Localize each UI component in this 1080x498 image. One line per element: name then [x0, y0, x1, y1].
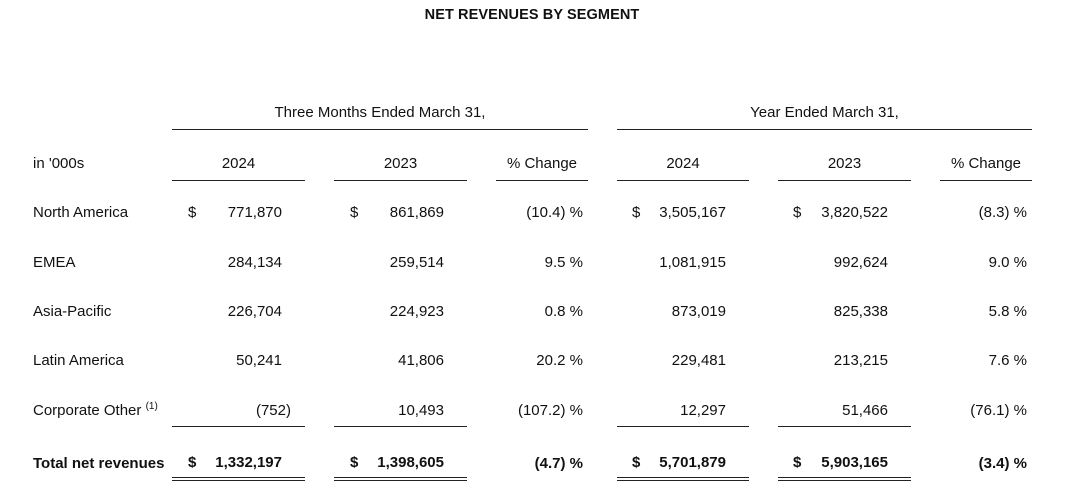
cell-total-3m-change: (4.7) % — [534, 455, 583, 472]
row-label-north-america: North America — [33, 204, 129, 221]
col-header-3m-2023: 2023 — [383, 155, 418, 172]
cell-na-3m-change: (10.4) % — [526, 204, 583, 221]
cell-emea-yr-2023: 992,624 — [833, 254, 888, 271]
cell-na-3m-2023: 861,869 — [389, 204, 444, 221]
currency-symbol: $ — [188, 204, 197, 221]
total-double-rule — [778, 477, 911, 481]
col-header-yr-2023: 2023 — [827, 155, 862, 172]
cell-latam-3m-change: 20.2 % — [536, 352, 583, 369]
group-rule-year — [617, 129, 1032, 130]
cell-corp-yr-2023: 51,466 — [842, 402, 888, 419]
col-rule — [496, 180, 588, 181]
currency-symbol: $ — [632, 204, 641, 221]
cell-emea-3m-2023: 259,514 — [389, 254, 444, 271]
cell-na-yr-change: (8.3) % — [978, 204, 1027, 221]
currency-symbol: $ — [632, 454, 641, 471]
total-double-rule — [172, 477, 305, 481]
col-rule — [617, 180, 749, 181]
row-label-asia-pacific: Asia-Pacific — [33, 303, 112, 320]
col-rule — [778, 180, 911, 181]
cell-na-yr-2024: 3,505,167 — [659, 204, 726, 221]
cell-emea-3m-2024: 284,134 — [227, 254, 282, 271]
row-label-text: Corporate Other — [33, 402, 142, 419]
col-rule — [334, 180, 467, 181]
cell-corp-yr-2024: 12,297 — [680, 402, 726, 419]
cell-emea-yr-change: 9.0 % — [988, 254, 1027, 271]
units-label: in '000s — [33, 155, 85, 172]
cell-emea-3m-change: 9.5 % — [544, 254, 583, 271]
cell-latam-3m-2024: 50,241 — [236, 352, 282, 369]
cell-apac-3m-2023: 224,923 — [389, 303, 444, 320]
cell-apac-yr-2024: 873,019 — [671, 303, 726, 320]
col-rule — [172, 180, 305, 181]
cell-latam-yr-change: 7.6 % — [988, 352, 1027, 369]
cell-total-yr-2023: 5,903,165 — [821, 454, 888, 471]
cell-corp-yr-change: (76.1) % — [970, 402, 1027, 419]
cell-corp-3m-2023: 10,493 — [398, 402, 444, 419]
total-double-rule — [334, 477, 467, 481]
cell-apac-3m-2024: 226,704 — [227, 303, 282, 320]
cell-na-3m-2024: 771,870 — [227, 204, 282, 221]
cell-apac-3m-change: 0.8 % — [544, 303, 583, 320]
cell-total-yr-change: (3.4) % — [978, 455, 1027, 472]
currency-symbol: $ — [350, 454, 359, 471]
currency-symbol: $ — [188, 454, 197, 471]
cell-corp-3m-2024: (752) — [255, 402, 291, 419]
cell-apac-yr-change: 5.8 % — [988, 303, 1027, 320]
col-header-3m-change: % Change — [506, 155, 578, 172]
group-header-three-months: Three Months Ended March 31, — [274, 104, 486, 121]
cell-emea-yr-2024: 1,081,915 — [659, 254, 726, 271]
col-rule — [940, 180, 1032, 181]
cell-latam-yr-2024: 229,481 — [671, 352, 726, 369]
row-label-total: Total net revenues — [33, 455, 165, 472]
currency-symbol: $ — [793, 204, 802, 221]
group-rule-three-months — [172, 129, 588, 130]
row-label-corporate-other: Corporate Other (1) — [33, 401, 158, 420]
page-title: NET REVENUES BY SEGMENT — [424, 7, 640, 23]
row-label-latin-america: Latin America — [33, 352, 124, 369]
footnote-marker: (1) — [145, 401, 158, 412]
cell-apac-yr-2023: 825,338 — [833, 303, 888, 320]
cell-total-yr-2024: 5,701,879 — [659, 454, 726, 471]
subtotal-rule — [172, 426, 305, 427]
group-header-year: Year Ended March 31, — [750, 104, 899, 121]
cell-latam-yr-2023: 213,215 — [833, 352, 888, 369]
cell-total-3m-2023: 1,398,605 — [377, 454, 444, 471]
row-label-emea: EMEA — [33, 254, 76, 271]
cell-total-3m-2024: 1,332,197 — [215, 454, 282, 471]
col-header-yr-change: % Change — [950, 155, 1022, 172]
cell-latam-3m-2023: 41,806 — [398, 352, 444, 369]
total-double-rule — [617, 477, 749, 481]
subtotal-rule — [778, 426, 911, 427]
currency-symbol: $ — [350, 204, 359, 221]
cell-corp-3m-change: (107.2) % — [517, 402, 583, 419]
cell-na-yr-2023: 3,820,522 — [821, 204, 888, 221]
subtotal-rule — [334, 426, 467, 427]
col-header-yr-2024: 2024 — [666, 155, 700, 172]
subtotal-rule — [617, 426, 749, 427]
col-header-3m-2024: 2024 — [221, 155, 256, 172]
currency-symbol: $ — [793, 454, 802, 471]
